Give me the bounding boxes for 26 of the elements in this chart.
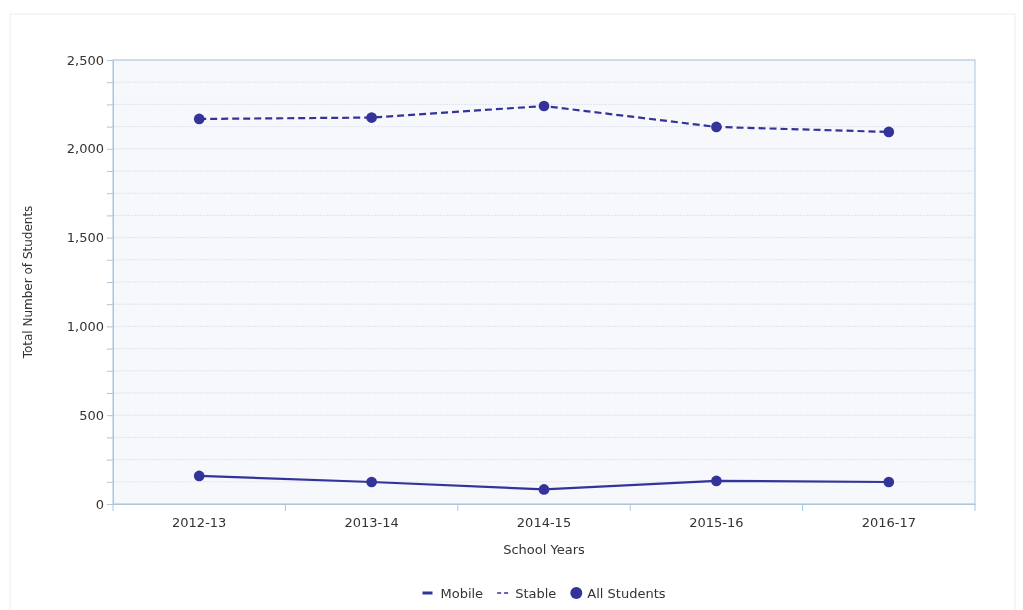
point <box>883 126 895 138</box>
point <box>538 484 550 495</box>
point <box>193 470 205 482</box>
point <box>538 100 550 112</box>
point <box>711 121 722 133</box>
x-axis-title: School Years <box>503 542 586 557</box>
x-tick-label: 2012-13 <box>172 515 227 531</box>
y-tick-label: 2,000 <box>66 141 104 157</box>
y-tick-label: 2,500 <box>66 52 104 68</box>
y-tick-label: 500 <box>79 407 104 423</box>
x-tick-label: 2014-15 <box>516 515 572 531</box>
legend-label: Stable <box>515 586 557 601</box>
y-tick-label: 1,000 <box>66 319 104 335</box>
x-tick-label: 2013-14 <box>344 515 399 531</box>
point <box>883 476 895 488</box>
point <box>193 113 205 125</box>
point <box>366 476 377 488</box>
x-tick-label: 2015-16 <box>689 515 744 531</box>
legend-title: All Students <box>587 586 666 601</box>
point <box>366 112 377 123</box>
y-axis-title: Total Number of Students <box>21 205 35 360</box>
legend-label: Mobile <box>440 586 484 601</box>
point <box>711 475 722 487</box>
y-tick-label: 0 <box>95 496 104 512</box>
y-tick-label: 1,500 <box>66 230 104 246</box>
x-tick-label: 2016-17 <box>861 515 916 531</box>
